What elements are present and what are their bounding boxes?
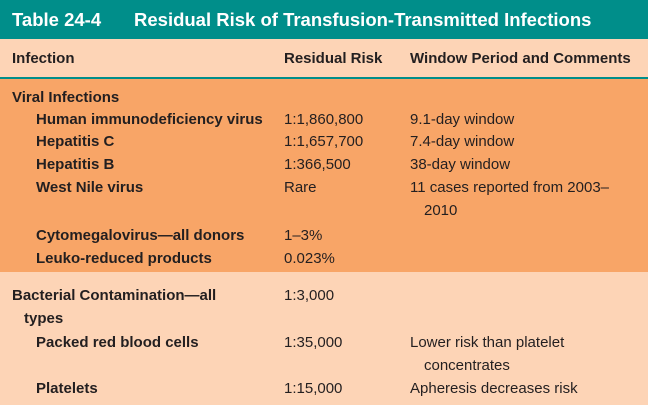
row-comment: 38-day window <box>410 156 511 173</box>
row-risk: 1–3% <box>284 227 323 244</box>
row-comment-continued: 2010 <box>424 202 458 219</box>
bacterial-risk: 1:3,000 <box>284 287 335 304</box>
table-title-bar: Table 24-4 Residual Risk of Transfusion-… <box>0 0 648 39</box>
table-number: Table 24-4 <box>12 9 102 30</box>
column-header-window: Window Period and Comments <box>410 50 631 67</box>
row-comment: 9.1-day window <box>410 111 515 128</box>
table-title: Residual Risk of Transfusion-Transmitted… <box>134 9 592 30</box>
row-name: Packed red blood cells <box>36 334 199 351</box>
bacterial-heading-continued: types <box>24 310 64 327</box>
column-header-infection: Infection <box>12 50 75 67</box>
column-header-row: Infection Residual Risk Window Period an… <box>0 39 648 79</box>
row-name: Leuko-reduced products <box>36 250 212 267</box>
row-name: Hepatitis C <box>36 133 115 150</box>
row-risk: 1:1,860,800 <box>284 111 364 128</box>
row-comment: Apheresis decreases risk <box>410 380 578 397</box>
row-comment: Lower risk than platelet <box>410 334 565 351</box>
row-risk: Rare <box>284 179 317 196</box>
viral-infections-section: Viral Infections Human immunodeficiency … <box>0 79 648 272</box>
bacterial-contamination-section: Bacterial Contamination—all types 1:3,00… <box>0 272 648 405</box>
viral-heading: Viral Infections <box>12 89 120 106</box>
bacterial-heading: Bacterial Contamination—all <box>12 287 217 304</box>
row-risk: 1:1,657,700 <box>284 133 364 150</box>
row-comment: 7.4-day window <box>410 133 515 150</box>
row-risk: 0.023% <box>284 250 335 267</box>
row-comment-continued: concentrates <box>424 357 510 374</box>
row-name: Human immunodeficiency virus <box>36 111 263 128</box>
row-risk: 1:366,500 <box>284 156 351 173</box>
row-risk: 1:15,000 <box>284 380 343 397</box>
row-name: Platelets <box>36 380 98 397</box>
row-name: Hepatitis B <box>36 156 115 173</box>
row-name: Cytomegalovirus—all donors <box>36 227 245 244</box>
column-header-risk: Residual Risk <box>284 50 383 67</box>
row-comment: 11 cases reported from 2003– <box>410 179 610 196</box>
row-risk: 1:35,000 <box>284 334 343 351</box>
row-name: West Nile virus <box>36 179 144 196</box>
